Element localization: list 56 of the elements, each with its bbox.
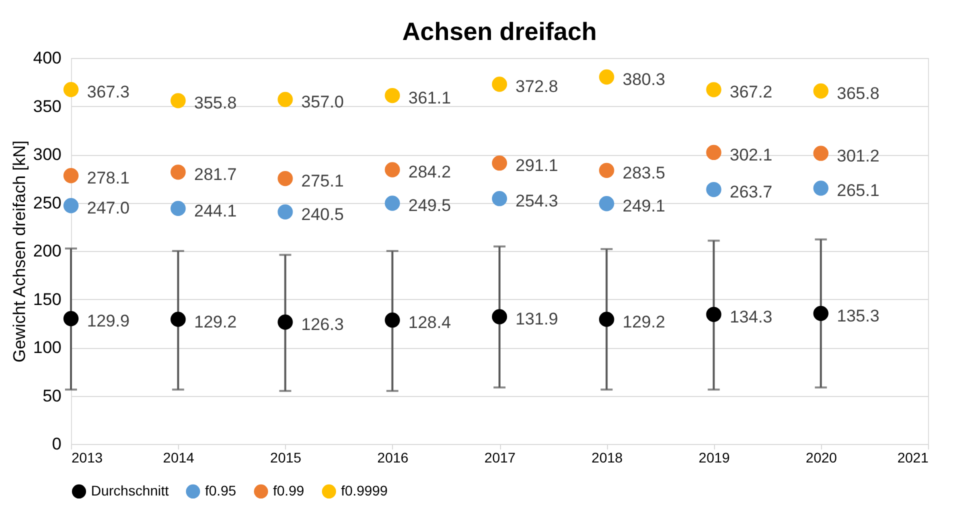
y-axis-title: Gewicht Achsen dreifach [kN] bbox=[10, 140, 30, 363]
legend-label: f0.9999 bbox=[341, 482, 388, 498]
data-label: 128.4 bbox=[408, 313, 451, 332]
x-tick-label: 2021 bbox=[897, 450, 929, 466]
data-label: 129.9 bbox=[87, 312, 130, 331]
data-label: 134.3 bbox=[730, 307, 772, 326]
data-label: 361.1 bbox=[408, 88, 451, 108]
x-tick-label: 2020 bbox=[806, 450, 838, 466]
data-label: 302.1 bbox=[730, 145, 772, 164]
x-tick-label: 2014 bbox=[163, 450, 194, 466]
data-label: 249.5 bbox=[408, 196, 451, 216]
data-label: 284.2 bbox=[408, 162, 451, 182]
data-label: 240.5 bbox=[301, 204, 344, 224]
data-label: 372.8 bbox=[516, 77, 558, 96]
data-label: 265.1 bbox=[836, 181, 880, 200]
y-tick-label: 150 bbox=[33, 290, 62, 309]
y-tick-label: 0 bbox=[52, 434, 62, 454]
chart-title: Achsen dreifach bbox=[402, 18, 597, 46]
data-label: 131.9 bbox=[516, 310, 558, 329]
x-tick-label: 2015 bbox=[270, 450, 302, 466]
y-tick-label: 350 bbox=[33, 96, 62, 116]
data-label: 367.2 bbox=[730, 82, 772, 102]
data-label: 129.2 bbox=[194, 312, 237, 332]
data-label: 244.1 bbox=[194, 201, 237, 220]
y-tick-label: 200 bbox=[33, 242, 62, 260]
legend-label: f0.95 bbox=[205, 482, 236, 498]
legend-label: f0.99 bbox=[273, 482, 304, 498]
data-label: 249.1 bbox=[622, 196, 666, 216]
x-tick-label: 2018 bbox=[592, 450, 623, 466]
data-label: 283.5 bbox=[622, 163, 666, 182]
x-tick-label: 2016 bbox=[377, 450, 409, 466]
data-label: 367.3 bbox=[87, 82, 130, 102]
y-tick-label: 100 bbox=[33, 338, 62, 357]
data-label: 380.3 bbox=[622, 70, 666, 90]
data-label: 301.2 bbox=[836, 146, 880, 166]
legend-label: Durchschnitt bbox=[91, 482, 169, 498]
x-tick-label: 2017 bbox=[484, 450, 516, 466]
y-tick-label: 400 bbox=[33, 48, 62, 68]
data-label: 263.7 bbox=[730, 182, 772, 202]
data-label: 126.3 bbox=[301, 315, 344, 334]
data-label: 355.8 bbox=[194, 94, 237, 113]
data-label: 357.0 bbox=[301, 92, 344, 112]
y-tick-label: 300 bbox=[33, 145, 62, 164]
data-label: 254.3 bbox=[516, 192, 558, 211]
data-label: 129.2 bbox=[622, 312, 666, 332]
data-label: 291.1 bbox=[516, 156, 558, 176]
x-tick-label: 2013 bbox=[72, 450, 103, 466]
data-label: 247.0 bbox=[87, 198, 130, 218]
data-label: 135.3 bbox=[836, 306, 880, 326]
y-tick-label: 50 bbox=[42, 386, 62, 406]
data-label: 275.1 bbox=[301, 172, 344, 191]
data-label: 365.8 bbox=[836, 84, 880, 104]
data-label: 278.1 bbox=[87, 168, 130, 188]
y-tick-label: 250 bbox=[33, 193, 62, 212]
data-label: 281.7 bbox=[194, 165, 237, 184]
x-tick-label: 2019 bbox=[698, 450, 730, 466]
